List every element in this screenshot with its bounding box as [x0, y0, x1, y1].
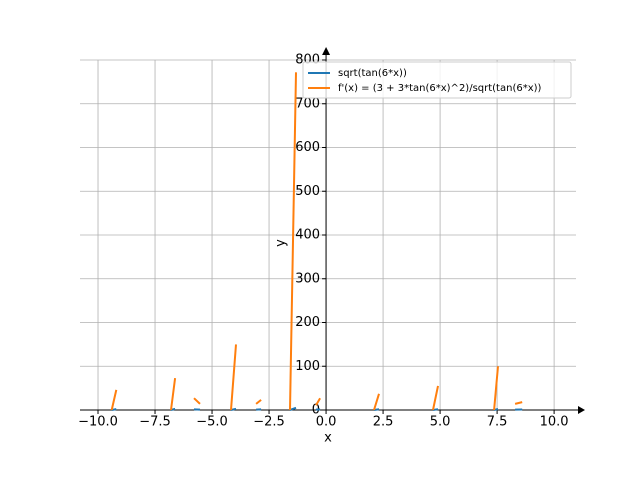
x-tick-label: 2.5	[373, 415, 394, 430]
y-tick-label: 400	[295, 228, 320, 243]
legend-label: sqrt(tan(6*x))	[338, 68, 407, 79]
legend-label: f'(x) = (3 + 3*tan(6*x)^2)/sqrt(tan(6*x)…	[338, 83, 542, 94]
y-tick-label: 100	[295, 359, 320, 374]
y-tick-label: 500	[295, 184, 320, 199]
series-line	[111, 406, 523, 411]
y-axis-label: y	[274, 239, 289, 247]
x-tick-label: −10.0	[78, 415, 118, 430]
x-axis-arrow	[578, 406, 585, 414]
x-tick-label: 5.0	[430, 415, 451, 430]
y-axis-arrow	[322, 47, 331, 55]
x-axis-label: x	[324, 431, 332, 446]
x-tick-label: 7.5	[487, 415, 508, 430]
y-tick-label: 700	[295, 96, 320, 111]
legend-box	[302, 61, 572, 99]
x-tick-label: −5.0	[196, 415, 228, 430]
y-tick-label: 300	[295, 271, 320, 286]
y-tick-label: 600	[295, 140, 320, 155]
x-tick-label: 10.0	[540, 415, 569, 430]
x-tick-label: −2.5	[253, 415, 285, 430]
x-tick-label: 0.0	[316, 415, 337, 430]
y-tick-label: 200	[295, 315, 320, 330]
legend: sqrt(tan(6*x)) f'(x) = (3 + 3*tan(6*x)^2)…	[302, 61, 572, 99]
series-line	[110, 72, 523, 411]
x-tick-label: −7.5	[139, 415, 171, 430]
